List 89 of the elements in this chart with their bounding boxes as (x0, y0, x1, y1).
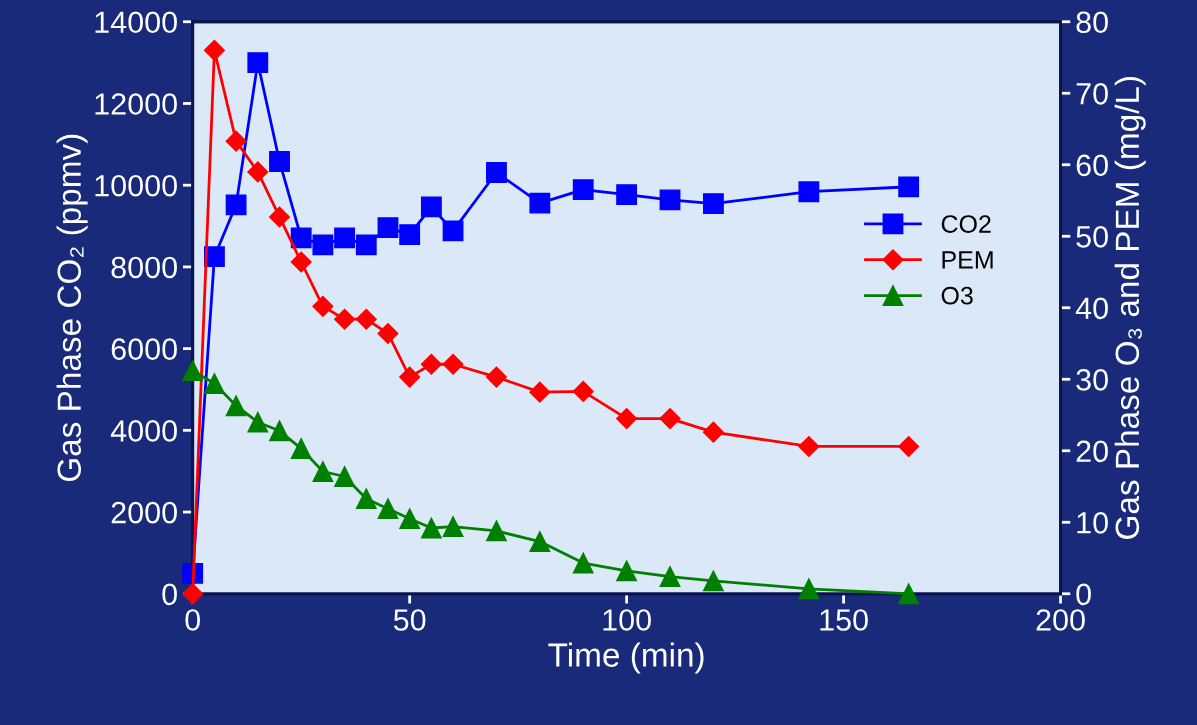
point (486, 520, 507, 542)
legend-label: CO2 (941, 215, 991, 233)
point (334, 308, 356, 330)
y2-tick-label: 20 (1076, 440, 1108, 463)
point (269, 151, 290, 172)
y-tick-label: 14000 (95, 11, 177, 34)
point (798, 435, 820, 457)
point (182, 360, 204, 382)
point (420, 196, 442, 218)
point (572, 179, 594, 201)
y-tick-label: 8000 (111, 256, 177, 279)
point (572, 380, 594, 402)
point (268, 206, 291, 228)
point (529, 531, 551, 552)
point (355, 308, 377, 330)
point (269, 420, 290, 442)
y-tick-label: 2000 (111, 501, 177, 524)
point (203, 39, 225, 61)
point (334, 227, 356, 249)
legend-label: PEM (942, 251, 993, 269)
point (225, 194, 247, 216)
x-tick-label: 150 (820, 609, 868, 631)
point (420, 517, 442, 539)
point (442, 353, 464, 375)
y-tick-label: 12000 (95, 93, 177, 115)
point (312, 295, 334, 317)
point (290, 227, 312, 249)
point (399, 508, 421, 530)
point (225, 395, 247, 417)
x-axis-title: Time (min) (548, 642, 704, 674)
point (572, 552, 594, 574)
y2-tick-label: 70 (1076, 82, 1108, 105)
point (355, 488, 377, 510)
point (442, 516, 464, 537)
x-tick-label: 100 (603, 609, 651, 631)
point (247, 161, 269, 183)
x-tick-label: 200 (1036, 609, 1085, 631)
point (247, 411, 269, 433)
point (616, 184, 638, 206)
point (312, 234, 334, 256)
y-tick-label: 6000 (111, 338, 177, 360)
y2-tick-label: 60 (1076, 154, 1108, 177)
y-tick-label: 4000 (110, 420, 177, 442)
point (377, 498, 399, 520)
legend-label: O3 (941, 286, 973, 305)
point (486, 162, 507, 183)
point (290, 438, 312, 460)
point (225, 130, 247, 152)
point (702, 193, 724, 214)
y2-tick-label: 10 (1077, 512, 1108, 534)
point (377, 217, 399, 239)
point (702, 421, 724, 443)
point (898, 435, 920, 457)
y-axis-title: Gas Phase CO₂ (ppmv) (56, 134, 88, 482)
point (898, 583, 920, 605)
y2-tick-label: 0 (1076, 583, 1091, 606)
point (798, 578, 820, 600)
point (182, 583, 204, 605)
point (203, 373, 225, 394)
point (898, 176, 920, 198)
point (399, 366, 421, 388)
y2-axis-title: Gas Phase O₃ and PEM (mg/L) (1114, 77, 1146, 539)
point (798, 181, 820, 203)
y2-tick-label: 80 (1076, 11, 1108, 34)
point (659, 189, 681, 211)
point (442, 220, 464, 242)
point (659, 408, 681, 430)
point (312, 461, 334, 482)
point (529, 192, 551, 214)
x-tick-label: 0 (185, 609, 201, 631)
point (355, 234, 377, 256)
point (616, 560, 638, 582)
x-tick-label: 50 (393, 609, 426, 631)
point (529, 381, 551, 403)
point (702, 570, 724, 592)
point (377, 322, 399, 345)
point (659, 566, 681, 588)
point (247, 52, 269, 74)
point (420, 353, 442, 375)
y2-tick-label: 50 (1076, 225, 1108, 248)
point (616, 408, 638, 430)
y2-tick-label: 30 (1076, 369, 1108, 391)
point (290, 251, 312, 273)
y-tick-label: 10000 (95, 174, 177, 197)
point (485, 366, 507, 388)
point (334, 466, 356, 487)
y-tick-label: 0 (162, 583, 177, 606)
point (399, 224, 421, 246)
y2-tick-label: 40 (1075, 297, 1108, 320)
